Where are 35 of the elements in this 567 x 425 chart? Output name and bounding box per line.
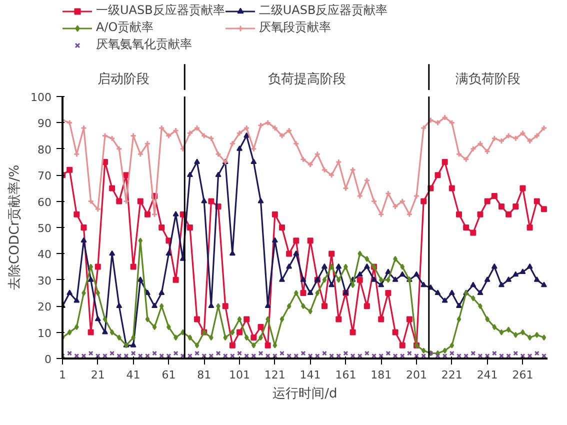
x-tick-label: 161 [335, 368, 356, 382]
y-tick-label: 70 [38, 170, 52, 183]
y-tick-label: 90 [38, 117, 52, 130]
text: 满负荷阶段 [456, 72, 521, 87]
y-tick-label: 40 [38, 248, 52, 262]
legend-label: 厌氧氨氧化贡献率 [96, 36, 192, 53]
y-tick-label: 100 [30, 91, 52, 104]
x-tick-label: 41 [126, 368, 140, 382]
y-tick-label: 20 [38, 300, 52, 314]
y-tick-label: 10 [38, 326, 52, 340]
x-tick-label: 201 [406, 368, 428, 382]
y-tick-label: 80 [38, 143, 52, 156]
x-tick-label: 261 [512, 368, 534, 382]
legend-label: 一级UASB反应器贡献率 [96, 2, 225, 19]
y-tick-label: 30 [38, 274, 52, 288]
y-tick-label: 50 [38, 222, 52, 235]
x-tick-label: 81 [197, 368, 212, 382]
x-tick-label: 221 [441, 368, 462, 382]
x-tick-label: 101 [229, 368, 250, 382]
x-tick-label: 181 [370, 368, 392, 382]
legend-label: 二级UASB反应器贡献率 [258, 2, 388, 19]
y-axis-title: 去除CODCr贡献率/% [6, 164, 23, 290]
y-tick-label: 0 [44, 353, 52, 366]
y-tick-label: 60 [38, 196, 52, 209]
x-tick-label: 121 [264, 368, 286, 382]
x-tick-label: 141 [300, 368, 321, 382]
x-tick-label: 1 [59, 368, 66, 382]
text: 启动阶段 [98, 70, 150, 87]
legend-label: 厌氧段贡献率 [258, 19, 331, 36]
x-tick-label: 61 [162, 368, 176, 382]
x-tick-label: 241 [476, 368, 498, 382]
x-tick-label: 21 [90, 368, 105, 382]
legend-label: A/O贡献率 [96, 19, 154, 36]
x-axis-title: 运行时间/d [272, 386, 338, 402]
text: 负荷提高阶段 [268, 70, 346, 87]
